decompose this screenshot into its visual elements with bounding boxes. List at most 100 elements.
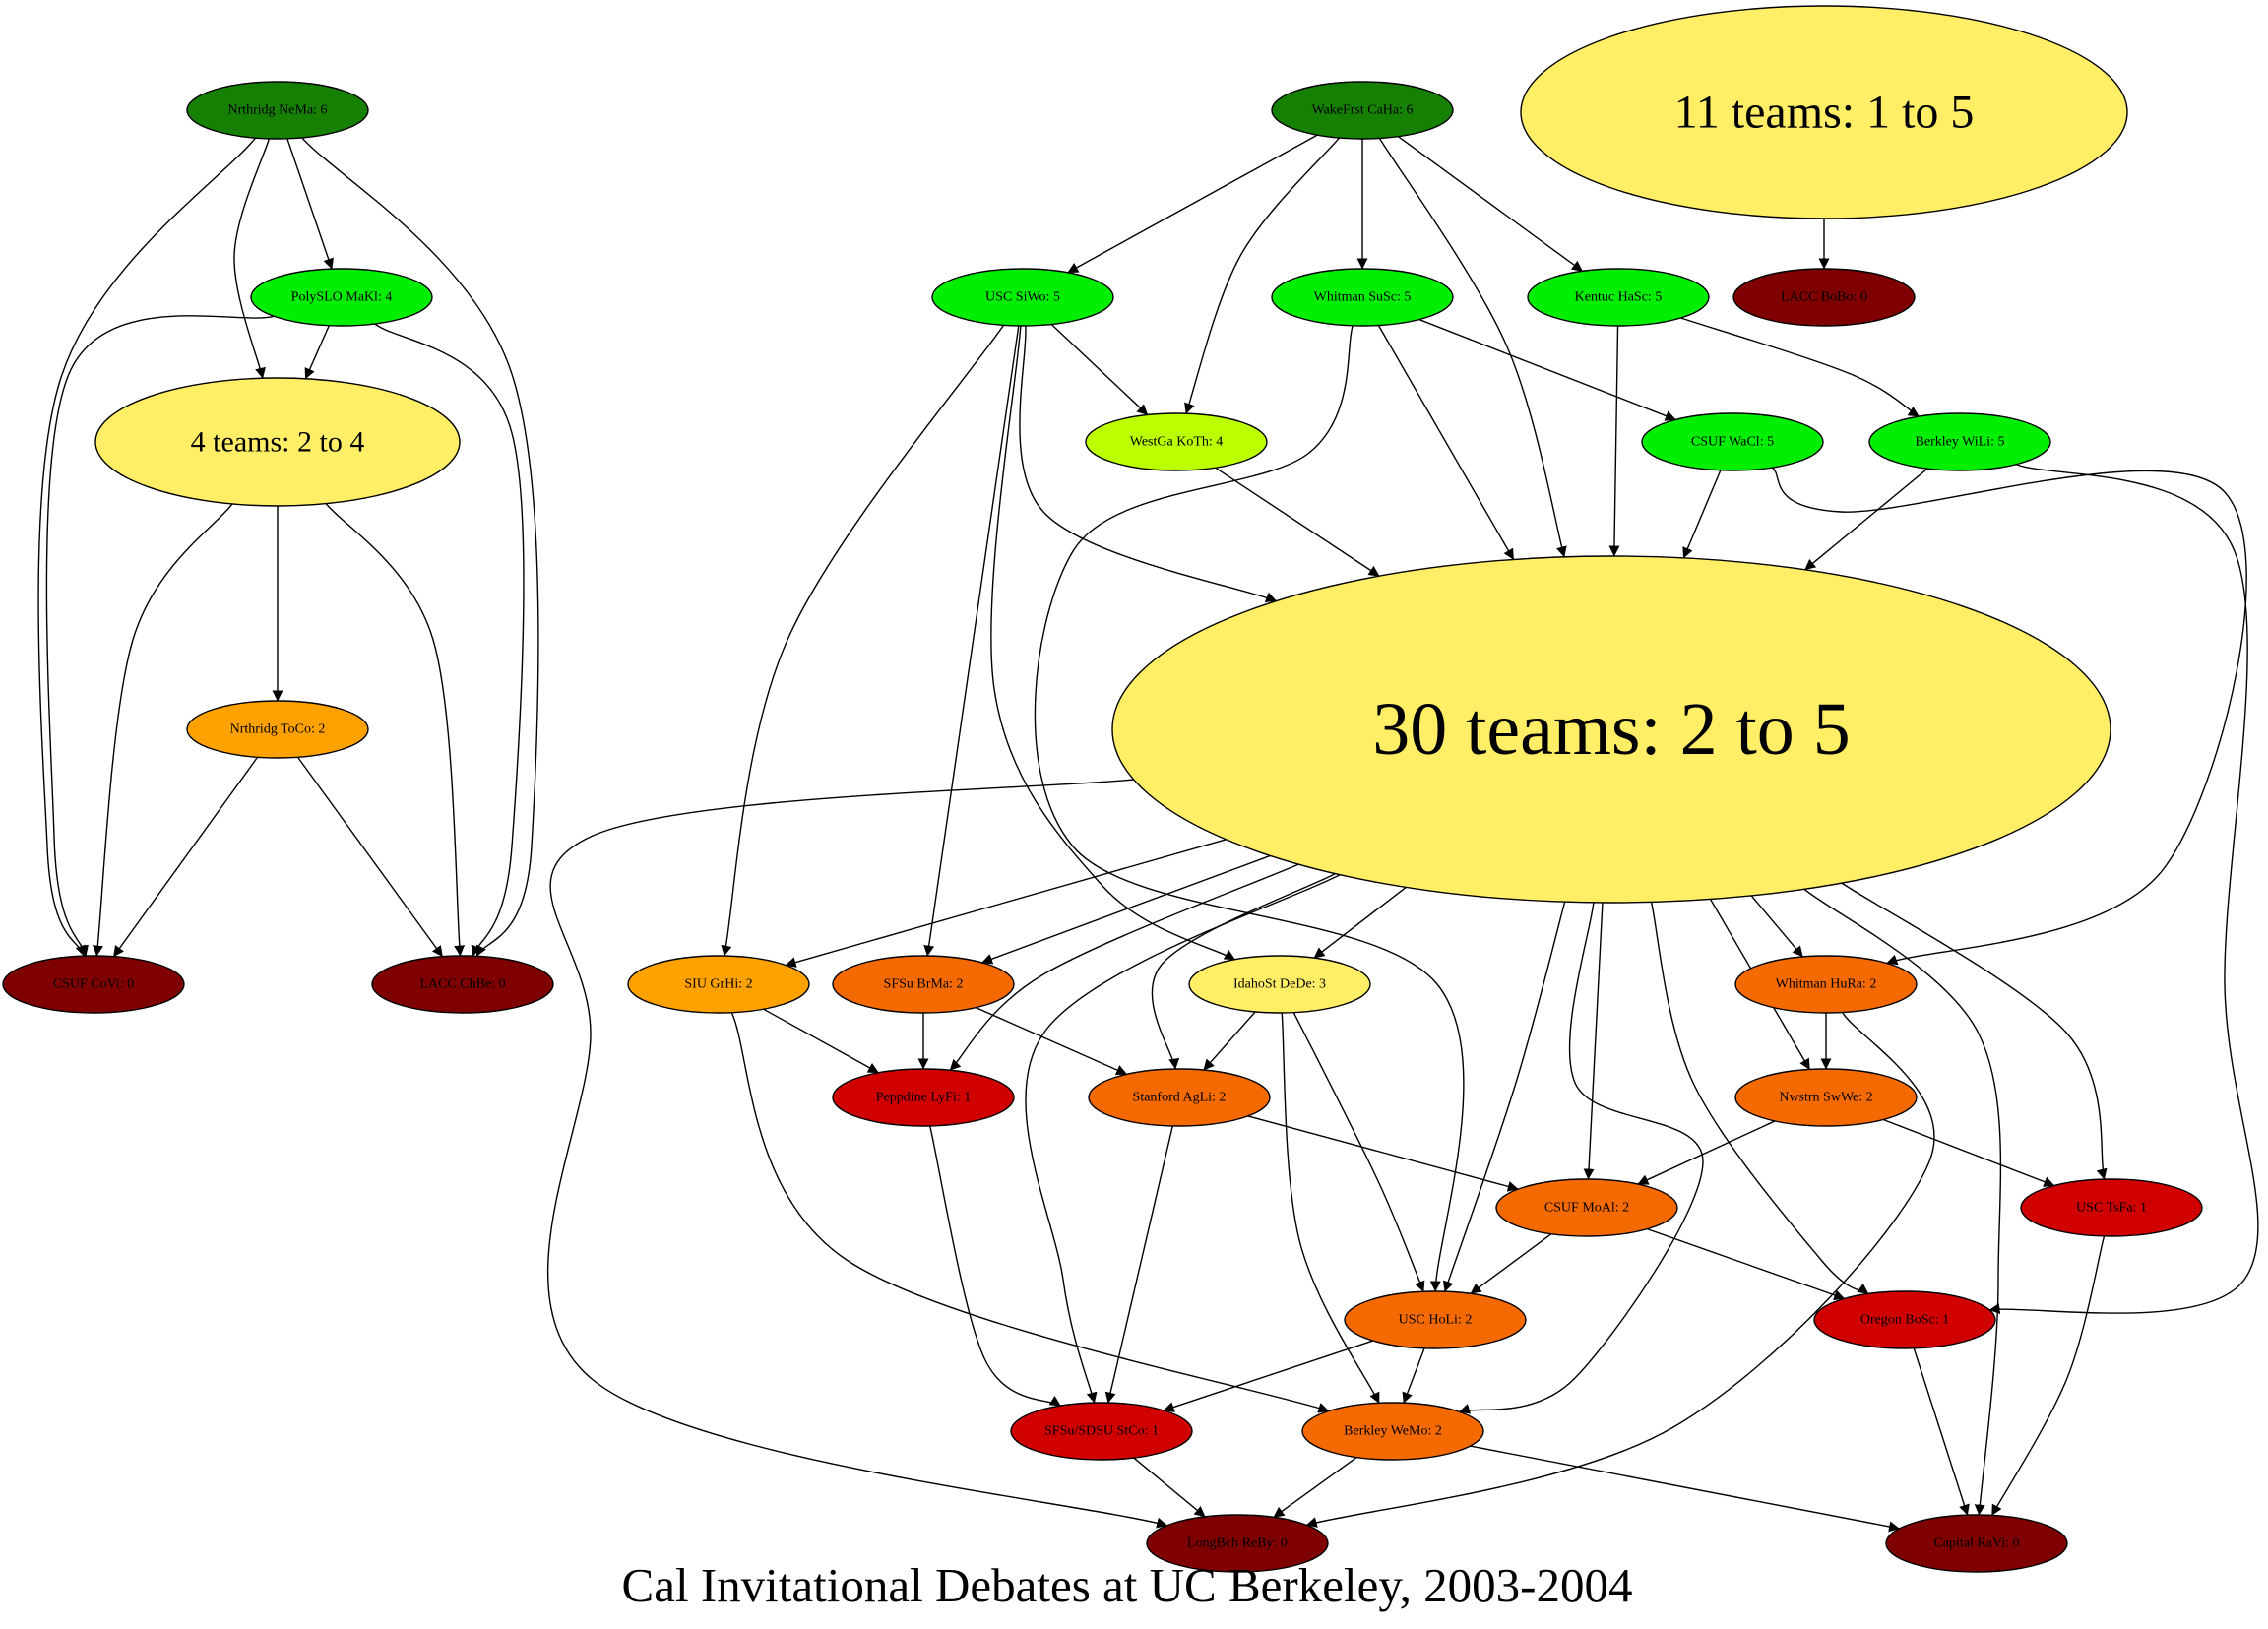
node-peppdine-lyfi: Peppdine LyFi: 1: [832, 1068, 1015, 1127]
node-shape-csuf-covi: [2, 955, 185, 1014]
node-label-nrthridg-nema: Nrthridg NeMa: 6: [227, 103, 327, 118]
node-label-oregon-bosc: Oregon BoSc: 1: [1860, 1313, 1949, 1328]
edge-polyslo-maki-to-lacc-chbe: [374, 323, 525, 957]
edge-berkley-wili-to-oregon-bosc: [1988, 464, 2259, 1315]
edge-siu-grhi-to-peppdine-lyfi: [763, 1008, 879, 1074]
edge-nrthridg-toco-to-csuf-covi: [112, 756, 259, 958]
graph-title: Cal Invitational Debates at UC Berkeley,…: [622, 1558, 1633, 1612]
edge-westga-koth-to-group-30: [1215, 467, 1380, 577]
node-shape-longbch-reby: [1146, 1514, 1329, 1573]
node-siu-grhi: SIU GrHi: 2: [627, 955, 810, 1014]
edge-usc-siwo-to-westga-koth: [1050, 323, 1149, 416]
edge-nrthridg-nema-to-lacc-chbe: [301, 137, 539, 957]
edge-idahost-dede-to-stanford-agli: [1203, 1011, 1256, 1071]
node-label-kentuc-hasc: Kentuc HaSc: 5: [1575, 290, 1663, 305]
node-shape-oregon-bosc: [1813, 1290, 1996, 1349]
node-label-whitman-hura: Whitman HuRa: 2: [1776, 977, 1877, 992]
node-group-30: 30 teams: 2 to 5: [1111, 555, 2111, 904]
node-label-nwstrn-swwe: Nwstrn SwWe: 2: [1779, 1091, 1872, 1105]
node-label-csuf-wacl: CSUF WaCl: 5: [1691, 435, 1774, 450]
edge-usc-siwo-to-group-30: [1019, 325, 1278, 603]
node-shape-csuf-moai: [1495, 1178, 1678, 1237]
edge-wakefrst-caha-to-usc-siwo: [1067, 134, 1318, 274]
node-label-lacc-chbe: LACC ChBe: 0: [419, 977, 505, 992]
node-label-nrthridg-toco: Nrthridg ToCo: 2: [230, 722, 326, 737]
edge-nrthridg-nema-to-csuf-covi: [37, 137, 257, 957]
node-label-usc-siwo: USC SiWo: 5: [985, 290, 1060, 305]
edge-group-30-to-oregon-bosc: [1650, 902, 1869, 1294]
edge-group-30-to-stanford-agli: [1151, 873, 1336, 1070]
node-shape-capital-ravi: [1885, 1514, 2068, 1573]
node-shape-idahost-dede: [1188, 955, 1371, 1014]
node-capital-ravi: Capital RaVi: 0: [1885, 1514, 2068, 1573]
node-label-usc-tsfa: USC TsFa: 1: [2076, 1201, 2147, 1216]
edge-group-30-to-capital-ravi: [1803, 888, 2002, 1516]
node-label-whitman-susc: Whitman SuSc: 5: [1314, 290, 1412, 305]
node-shape-berkley-wemo: [1301, 1402, 1484, 1461]
node-label-idahost-dede: IdahoSt DeDe: 3: [1233, 977, 1326, 992]
edge-wakefrst-caha-to-kentuc-hasc: [1398, 136, 1584, 272]
node-label-berkley-wemo: Berkley WeMo: 2: [1344, 1424, 1442, 1439]
node-lacc-bobo: LACC BoBo: 0: [1732, 268, 1916, 327]
edge-nwstrn-swwe-to-csuf-moai: [1637, 1120, 1776, 1185]
edge-polyslo-maki-to-csuf-covi: [45, 315, 275, 957]
edge-group-30-to-csuf-moai: [1583, 902, 1604, 1180]
edge-usc-holi-to-berkley-wemo: [1402, 1347, 1425, 1404]
node-shape-group-11: [1520, 5, 2128, 219]
node-label-csuf-moai: CSUF MoAl: 2: [1544, 1201, 1629, 1216]
edge-csuf-wacl-to-whitman-hura: [1771, 467, 2247, 966]
node-label-sfsu-sdsu-stco: SFSu/SDSU StCo: 1: [1044, 1424, 1159, 1439]
edge-group-30-to-whitman-hura: [1750, 895, 1803, 958]
node-shape-lacc-chbe: [371, 955, 554, 1014]
node-usc-holi: USC HoLi: 2: [1344, 1290, 1527, 1349]
edge-nrthridg-nema-to-group-4: [233, 138, 271, 379]
node-idahost-dede: IdahoSt DeDe: 3: [1188, 955, 1371, 1014]
node-oregon-bosc: Oregon BoSc: 1: [1813, 1290, 1996, 1349]
edge-whitman-hura-to-longbch-reby: [1305, 1012, 1935, 1528]
node-shape-sfsu-brma: [832, 955, 1015, 1014]
node-shape-whitman-hura: [1734, 955, 1918, 1014]
edge-group-30-to-sfsu-brma: [981, 854, 1271, 965]
node-longbch-reby: LongBch ReBy: 0: [1146, 1514, 1329, 1573]
node-label-wakefrst-caha: WakeFrst CaHa: 6: [1311, 103, 1413, 118]
edge-oregon-bosc-to-capital-ravi: [1913, 1347, 1970, 1516]
edge-kentuc-hasc-to-group-30: [1608, 325, 1620, 557]
edge-stanford-agli-to-sfsu-sdsu-stco: [1104, 1125, 1173, 1404]
node-shape-lacc-bobo: [1732, 268, 1916, 327]
edge-group-30-to-usc-holi: [1442, 902, 1566, 1292]
edge-usc-siwo-to-sfsu-brma: [923, 325, 1020, 957]
edge-berkley-wemo-to-longbch-reby: [1273, 1457, 1357, 1518]
node-shape-sfsu-sdsu-stco: [1010, 1402, 1193, 1461]
node-westga-koth: WestGa KoTh: 4: [1085, 412, 1268, 471]
node-shape-stanford-agli: [1088, 1068, 1271, 1127]
node-sfsu-sdsu-stco: SFSu/SDSU StCo: 1: [1010, 1402, 1193, 1461]
node-whitman-susc: Whitman SuSc: 5: [1271, 268, 1454, 327]
edge-idahost-dede-to-usc-holi: [1292, 1012, 1425, 1292]
node-label-berkley-wili: Berkley WiLi: 5: [1916, 435, 2005, 450]
edge-kentuc-hasc-to-berkley-wili: [1680, 317, 1920, 417]
edge-usc-tsfa-to-capital-ravi: [1990, 1235, 2106, 1516]
node-sfsu-brma: SFSu BrMa: 2: [832, 955, 1015, 1014]
edge-sfsu-sdsu-stco-to-longbch-reby: [1133, 1457, 1206, 1518]
node-label-polyslo-maki: PolySLO MaKl: 4: [291, 290, 393, 305]
edge-usc-siwo-to-idahost-dede: [990, 325, 1236, 961]
edge-group-30-to-idahost-dede: [1313, 886, 1407, 959]
edge-csuf-moai-to-usc-holi: [1470, 1233, 1552, 1294]
edge-nrthridg-toco-to-lacc-chbe: [296, 756, 444, 958]
edge-wakefrst-caha-to-group-30: [1378, 138, 1567, 558]
edge-usc-siwo-to-siu-grhi: [721, 324, 1005, 957]
node-shape-usc-holi: [1344, 1290, 1527, 1349]
node-stanford-agli: Stanford AgLi: 2: [1088, 1068, 1271, 1127]
node-label-usc-holi: USC HoLi: 2: [1399, 1313, 1473, 1328]
edge-group-30-to-peppdine-lyfi: [949, 863, 1299, 1071]
node-nwstrn-swwe: Nwstrn SwWe: 2: [1734, 1068, 1918, 1127]
node-label-csuf-covi: CSUF CoVi: 0: [53, 977, 134, 992]
edge-polyslo-maki-to-group-4: [304, 325, 330, 380]
node-label-stanford-agli: Stanford AgLi: 2: [1133, 1091, 1227, 1105]
edges-layer: [37, 134, 2259, 1533]
node-shape-group-30: [1111, 555, 2111, 904]
node-shape-nwstrn-swwe: [1734, 1068, 1918, 1127]
edge-whitman-susc-to-csuf-wacl: [1418, 318, 1676, 421]
edge-wakefrst-caha-to-westga-koth: [1184, 137, 1341, 414]
edge-group-30-to-longbch-reby: [546, 779, 1168, 1529]
